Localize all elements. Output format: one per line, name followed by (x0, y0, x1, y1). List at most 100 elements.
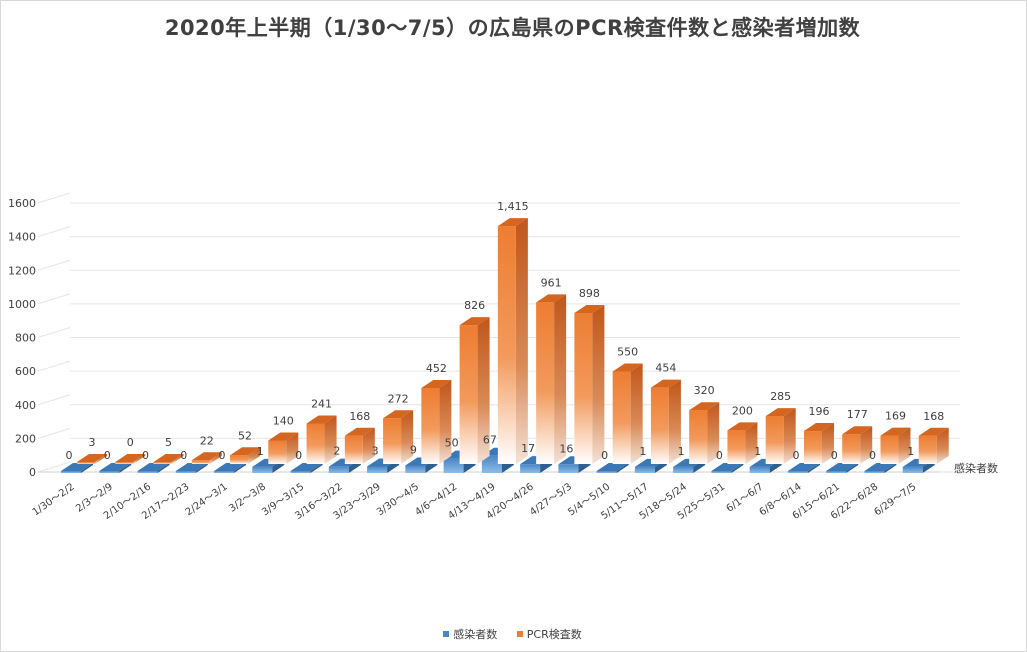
bar-pcr-top (421, 380, 452, 389)
chart-title: 2020年上半期（1/30〜7/5）の広島県のPCR検査件数と感染者増加数 (164, 16, 861, 40)
data-label-pcr: 168 (923, 410, 944, 423)
bar-pcr-side (248, 447, 261, 464)
bar-pcr (765, 416, 784, 464)
data-label-infected: 0 (142, 449, 149, 462)
data-label-pcr: 272 (388, 392, 409, 405)
bar-pcr-side (668, 379, 681, 464)
bar-pcr-side (554, 294, 567, 464)
data-label-pcr: 898 (579, 287, 600, 300)
bar-pcr-side (821, 423, 834, 464)
bar-infected (481, 455, 502, 473)
bar-infected-side (81, 463, 93, 473)
bar-infected (634, 466, 655, 473)
bar-infected (405, 465, 426, 473)
bar-infected-top (290, 463, 323, 471)
data-label-pcr: 196 (808, 405, 829, 418)
bar-pcr-top (268, 432, 299, 441)
bar-infected-top (826, 463, 859, 471)
bar-pcr (383, 418, 402, 464)
bar-infected (864, 471, 885, 473)
gridline-side (37, 427, 71, 439)
bar-pcr-top (497, 218, 528, 227)
bar-pcr-top (191, 452, 222, 461)
data-label-pcr: 22 (200, 434, 214, 447)
y-tick-label: 0 (29, 466, 36, 479)
bar-pcr (727, 430, 746, 464)
bar-pcr-top (650, 379, 681, 388)
data-label-infected: 50 (445, 437, 459, 450)
bar-pcr (803, 431, 822, 464)
bar-infected-side (157, 463, 170, 473)
y-tick-label: 1200 (8, 264, 36, 277)
bar-pcr (918, 435, 937, 464)
bar-infected (175, 471, 196, 473)
data-label-infected: 1 (678, 445, 685, 458)
bar-pcr-top (918, 427, 949, 436)
data-label-infected: 2 (333, 445, 340, 458)
bar-pcr-side (401, 410, 414, 464)
bar-infected-top (596, 463, 629, 471)
bar-infected (443, 458, 464, 473)
gridline-side (37, 360, 71, 372)
bar-infected (787, 471, 808, 473)
bar-pcr (497, 226, 516, 464)
data-label-pcr: 200 (732, 404, 753, 417)
data-label-pcr: 52 (238, 429, 252, 442)
data-label-pcr: 550 (617, 346, 638, 359)
bar-pcr-side (95, 454, 107, 464)
data-label-infected: 0 (869, 449, 876, 462)
data-label-pcr: 3 (89, 436, 96, 449)
bar-pcr-side (286, 432, 299, 464)
bar-pcr-top (803, 423, 834, 432)
x-tick-label: 2/24〜3/1 (184, 481, 230, 518)
data-label-infected: 9 (410, 443, 417, 456)
bar-infected-top (137, 463, 170, 471)
bar-pcr-side (133, 454, 146, 464)
data-label-pcr: 169 (885, 410, 906, 423)
bar-infected-side (195, 463, 208, 473)
y-tick-label: 1000 (8, 298, 36, 311)
bar-infected (711, 471, 732, 473)
y-tick-label: 800 (15, 332, 36, 345)
data-label-infected: 0 (180, 449, 187, 462)
bar-pcr-side (592, 305, 605, 464)
bar-pcr-side (745, 422, 758, 464)
bar-infected (749, 466, 770, 473)
bar-infected-side (310, 463, 323, 473)
bar-pcr-side (936, 427, 949, 464)
data-label-pcr: 0 (127, 436, 134, 449)
gridline-side (37, 461, 71, 473)
bar-pcr-top (306, 415, 337, 424)
bar-pcr (574, 313, 593, 464)
data-label-pcr: 454 (655, 362, 676, 375)
bar-pcr-top (230, 447, 261, 456)
data-label-infected: 0 (792, 449, 799, 462)
data-label-pcr: 5 (165, 436, 172, 449)
y-tick-label: 600 (15, 365, 36, 378)
data-label-pcr: 320 (694, 384, 715, 397)
bar-pcr-top (612, 363, 643, 372)
bar-pcr (115, 462, 134, 464)
y-tick-label: 200 (15, 432, 36, 445)
bar-infected-top (99, 463, 132, 471)
data-label-infected: 0 (66, 449, 73, 462)
data-label-infected: 1 (754, 445, 761, 458)
data-label-pcr: 285 (770, 390, 791, 403)
data-label-pcr: 961 (541, 276, 562, 289)
y-tick-label: 400 (15, 399, 36, 412)
bar-infected-side (731, 463, 744, 473)
bar-pcr-top (689, 402, 720, 411)
bar-infected-side (846, 463, 859, 473)
bar-infected (673, 466, 694, 473)
bar-pcr-side (171, 454, 184, 464)
data-label-pcr: 168 (349, 410, 370, 423)
bar-infected (137, 471, 158, 473)
bar-pcr-top (880, 427, 911, 436)
data-label-infected: 0 (831, 449, 838, 462)
data-label-infected: 1 (257, 445, 264, 458)
data-label-infected: 0 (601, 449, 608, 462)
legend-label-pcr: PCR検査数 (526, 628, 582, 641)
gridline-side (37, 394, 71, 406)
x-tick-label: 3/30〜4/5 (375, 481, 421, 518)
